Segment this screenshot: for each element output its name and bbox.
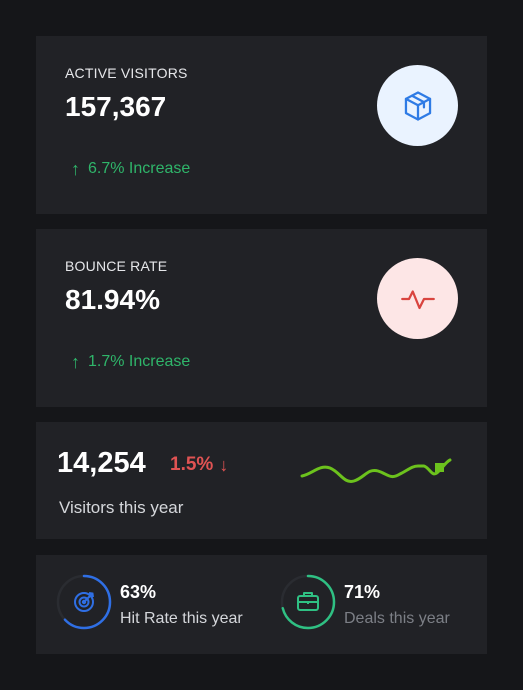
arrow-up-icon: ↑ — [71, 352, 80, 372]
bounce-rate-value: 81.94% — [65, 284, 160, 315]
package-box-icon — [377, 65, 458, 146]
active-visitors-trend: ↑ 6.7% Increase — [71, 160, 190, 178]
bounce-rate-trend-text: 1.7% Increase — [88, 353, 191, 370]
bounce-rate-card: BOUNCE RATE 81.94% ↑ 1.7% Increase — [36, 229, 487, 407]
deals-rate-ring — [280, 574, 336, 630]
hit-rate-caption: Hit Rate this year — [120, 610, 243, 627]
rates-card: 63% Hit Rate this year 71% Deals this ye… — [36, 555, 487, 654]
active-visitors-card: ACTIVE VISITORS 157,367 ↑ 6.7% Increase — [36, 36, 487, 214]
visitors-year-change-text: 1.5% — [170, 454, 214, 475]
sparkline-marker — [435, 463, 444, 472]
active-visitors-value: 157,367 — [65, 91, 167, 122]
activity-pulse-icon — [377, 258, 458, 339]
hit-rate-value: 63% — [120, 582, 157, 602]
target-icon — [74, 592, 94, 612]
hit-rate-item: 63% Hit Rate this year — [56, 574, 256, 636]
hit-rate-ring — [56, 574, 112, 630]
visitors-year-caption: Visitors this year — [59, 498, 184, 517]
visitors-year-value: 14,254 — [57, 447, 146, 479]
bounce-rate-trend: ↑ 1.7% Increase — [71, 353, 190, 371]
deals-rate-caption: Deals this year — [344, 610, 450, 627]
deals-rate-item: 71% Deals this year — [280, 574, 480, 636]
active-visitors-label: ACTIVE VISITORS — [65, 65, 188, 81]
briefcase-icon — [297, 592, 319, 611]
arrow-down-icon: ↓ — [219, 454, 229, 475]
visitors-year-card: 14,254 1.5% ↓ Visitors this year — [36, 422, 487, 539]
active-visitors-trend-text: 6.7% Increase — [88, 160, 191, 177]
visitors-year-change: 1.5% ↓ — [170, 454, 228, 476]
arrow-up-icon: ↑ — [71, 159, 80, 179]
visitors-sparkline — [300, 458, 452, 483]
deals-rate-value: 71% — [344, 582, 381, 602]
bounce-rate-label: BOUNCE RATE — [65, 258, 168, 274]
